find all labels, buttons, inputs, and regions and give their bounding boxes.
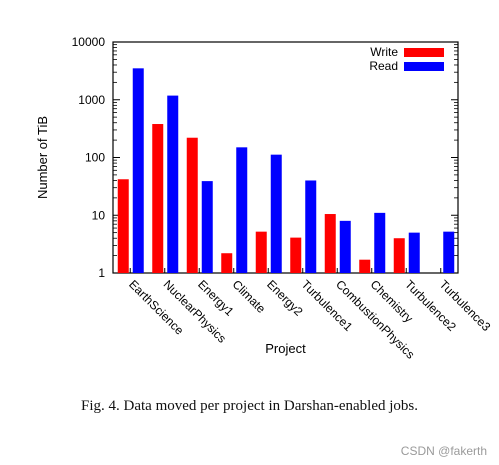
bar-read	[132, 68, 144, 273]
x-axis-label: Project	[265, 341, 306, 356]
bar-read	[374, 212, 386, 273]
watermark: CSDN @fakerth	[400, 444, 487, 458]
bar-write	[117, 179, 129, 273]
x-tick-label: Climate	[230, 277, 269, 316]
legend-swatch-write	[404, 48, 444, 57]
legend-label-read: Read	[369, 59, 398, 73]
bar-write	[324, 214, 336, 273]
bar-write	[359, 259, 371, 273]
y-tick-label: 10	[92, 208, 106, 222]
bar-write	[221, 253, 233, 273]
legend-label-write: Write	[370, 45, 398, 59]
y-tick-label: 1	[98, 266, 105, 280]
bar-read	[443, 231, 455, 273]
bar-read	[408, 232, 420, 273]
bar-read	[339, 220, 351, 273]
y-tick-label: 1000	[78, 93, 105, 107]
bar-write	[152, 124, 164, 274]
bar-write	[290, 237, 302, 273]
bar-write	[393, 238, 405, 273]
y-tick-label: 100	[85, 151, 105, 165]
bar-read	[270, 154, 282, 273]
y-axis-label: Number of TiB	[35, 116, 50, 199]
x-tick-label: Energy2	[264, 277, 306, 319]
legend-swatch-read	[404, 62, 444, 71]
plot-frame	[112, 41, 459, 274]
bar-read	[305, 180, 317, 273]
bar-write	[186, 137, 198, 273]
figure-caption: Fig. 4. Data moved per project in Darsha…	[81, 398, 418, 414]
bar-read	[201, 181, 213, 273]
y-tick-label: 10000	[72, 35, 106, 49]
bar-read	[236, 147, 248, 273]
bar-read	[167, 95, 179, 273]
bar-write	[255, 231, 267, 273]
